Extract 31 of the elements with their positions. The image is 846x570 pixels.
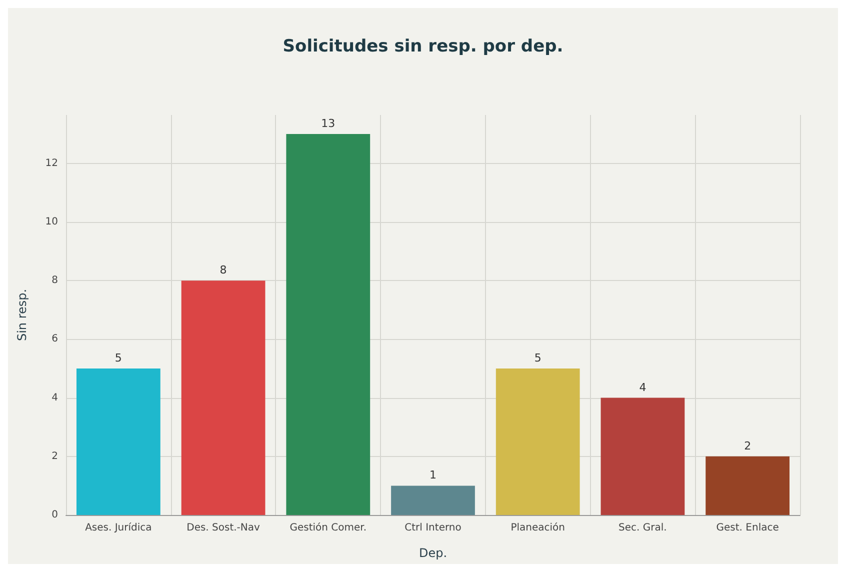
x-axis-title: Dep.: [418, 546, 448, 560]
bar: [706, 456, 790, 515]
y-tick-label: 10: [45, 216, 58, 228]
y-axis-title: Sin resp.: [15, 288, 29, 342]
bar: [181, 280, 266, 515]
data-label: 2: [744, 439, 752, 452]
x-tick-label: Ctrl Interno: [404, 522, 462, 534]
chart-title: Solicitudes sin resp. por dep.: [282, 36, 564, 56]
data-label: 5: [534, 351, 542, 364]
y-tick-label: 12: [45, 158, 58, 169]
bar: [600, 398, 685, 515]
x-tick-label: Gestión Comer.: [290, 522, 367, 534]
data-label: 8: [220, 264, 227, 277]
y-tick-label: 2: [52, 450, 58, 462]
x-tick-label: Des. Sost.-Nav: [186, 522, 260, 534]
y-tick-label: 0: [52, 510, 58, 520]
data-label: 1: [430, 468, 436, 482]
data-label: 4: [639, 380, 646, 394]
data-label: 13: [321, 117, 336, 130]
y-tick-label: 8: [52, 275, 58, 286]
bar: [286, 134, 370, 515]
y-tick-label: 4: [52, 392, 58, 404]
y-tick-label: 6: [52, 334, 58, 345]
x-tick-label: Planeación: [510, 522, 566, 534]
x-tick-label: Ases. Jurídica: [85, 522, 152, 534]
bar: [391, 486, 475, 515]
data-label: 5: [114, 351, 122, 364]
x-tick-label: Gest. Enlace: [716, 522, 779, 534]
bar: [76, 368, 160, 515]
bar: [496, 368, 580, 515]
x-tick-label: Sec. Gral.: [618, 522, 667, 534]
